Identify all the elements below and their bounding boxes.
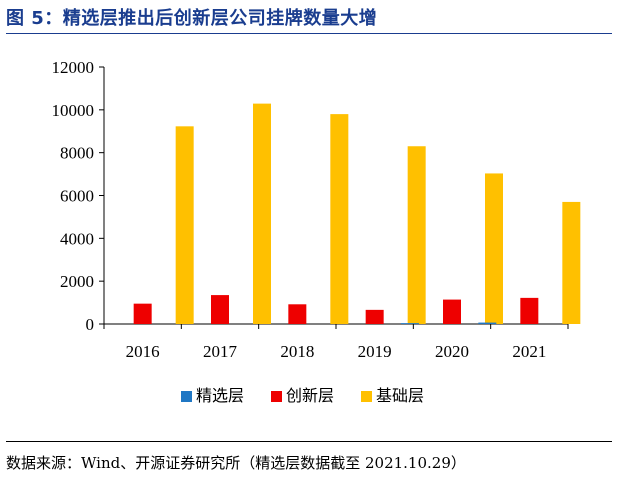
bar-1-2017 [211, 295, 229, 324]
legend-swatch [361, 391, 372, 402]
bar-1-2019 [365, 309, 384, 324]
bar-1-2018 [288, 304, 307, 324]
y-tick-label: 4000 [60, 229, 94, 248]
x-tick-label: 2021 [512, 342, 546, 361]
x-tick-label: 2016 [126, 342, 160, 361]
bar-1-2016 [133, 303, 152, 324]
bar-2-2016 [175, 126, 194, 325]
y-tick-label: 8000 [60, 144, 94, 163]
y-tick-label: 10000 [52, 101, 95, 120]
bar-2-2018 [330, 114, 349, 324]
bar-2-2020 [485, 173, 503, 324]
legend-label: 基础层 [376, 386, 424, 405]
x-tick-label: 2019 [358, 342, 392, 361]
y-tick-label: 2000 [60, 272, 94, 291]
x-tick-label: 2020 [435, 342, 469, 361]
legend-label: 创新层 [286, 386, 334, 405]
legend-swatch [181, 391, 192, 402]
figure-title: 图 5：精选层推出后创新层公司挂牌数量大增 [6, 8, 378, 29]
chart-axes: 0 2000 4000 6000 8000 10000 12000 2016 2017 2018 2… [52, 58, 569, 361]
source-note: 数据来源：Wind、开源证券研究所（精选层数据截至 2021.10.29） [6, 454, 466, 472]
chart-bars [133, 103, 581, 325]
x-tick-label: 2018 [280, 342, 314, 361]
bar-1-2021 [520, 297, 539, 324]
bar-2-2021 [562, 201, 581, 324]
bar-chart: 0 2000 4000 6000 8000 10000 12000 2016 2017 2018 2… [52, 58, 581, 405]
x-tick-label: 2017 [203, 342, 238, 361]
legend-swatch [271, 391, 282, 402]
chart-legend: 精选层 创新层 基础层 [181, 386, 424, 405]
bar-2-2017 [253, 103, 271, 324]
y-tick-label: 12000 [52, 58, 95, 77]
source-rule [6, 441, 612, 442]
bar-1-2020 [443, 299, 461, 324]
bar-2-2019 [407, 146, 426, 324]
y-tick-label: 0 [86, 315, 95, 334]
title-rule [6, 33, 612, 34]
bar-0-2020 [401, 323, 419, 324]
bar-0-2021 [478, 322, 497, 324]
legend-label: 精选层 [196, 386, 244, 405]
y-tick-label: 6000 [60, 187, 94, 206]
